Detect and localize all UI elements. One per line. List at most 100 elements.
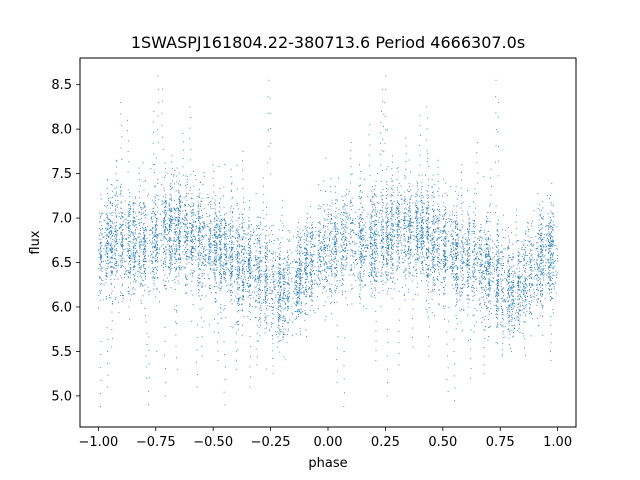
data-point <box>382 232 384 233</box>
data-point <box>409 229 411 231</box>
data-point <box>155 157 157 159</box>
data-point <box>330 313 332 315</box>
data-point <box>170 265 172 267</box>
data-point <box>169 226 171 228</box>
data-point <box>225 274 227 276</box>
data-point <box>362 224 364 226</box>
data-point <box>271 266 273 267</box>
data-point <box>383 263 385 265</box>
data-point <box>437 227 438 229</box>
data-point <box>175 261 177 263</box>
data-point <box>203 227 205 229</box>
data-point <box>387 278 389 280</box>
data-point <box>201 197 203 199</box>
data-point <box>310 293 312 295</box>
data-point <box>345 240 347 241</box>
data-point <box>128 204 130 206</box>
data-point <box>372 206 374 208</box>
data-point <box>497 285 499 286</box>
data-point <box>220 282 222 284</box>
data-point <box>278 325 280 326</box>
data-point <box>444 264 446 266</box>
data-point <box>129 267 131 268</box>
data-point <box>299 259 301 261</box>
data-point <box>457 284 459 286</box>
data-point <box>391 216 393 217</box>
data-point <box>329 186 331 187</box>
data-point <box>488 281 490 283</box>
data-point <box>305 329 307 331</box>
data-point <box>433 196 435 198</box>
data-point <box>487 265 489 267</box>
data-point <box>299 264 300 266</box>
data-point <box>334 284 336 286</box>
data-point <box>350 267 352 269</box>
data-point <box>454 190 456 192</box>
data-point <box>311 267 313 269</box>
data-point <box>432 244 434 246</box>
data-point <box>258 293 259 295</box>
data-point <box>500 265 502 267</box>
data-point <box>480 287 482 289</box>
data-point <box>340 251 342 253</box>
data-point <box>512 292 514 294</box>
data-point <box>178 219 180 221</box>
data-point <box>287 267 289 268</box>
data-point <box>134 230 136 232</box>
data-point <box>350 264 352 266</box>
data-point <box>110 238 112 240</box>
data-point <box>300 264 302 266</box>
data-point <box>229 231 231 233</box>
data-point <box>264 287 266 289</box>
data-point <box>344 247 346 249</box>
data-point <box>437 237 439 238</box>
data-point <box>432 208 434 210</box>
data-point <box>140 284 142 285</box>
data-point <box>443 239 444 241</box>
data-point <box>487 264 489 266</box>
data-point <box>220 275 222 277</box>
data-point <box>387 235 389 237</box>
data-point <box>509 308 510 310</box>
data-point <box>242 298 244 300</box>
data-point <box>296 276 298 278</box>
data-point <box>371 271 373 273</box>
data-point <box>320 223 321 225</box>
data-point <box>279 303 281 305</box>
data-point <box>140 244 142 246</box>
data-point <box>404 220 406 222</box>
data-point <box>503 265 505 266</box>
data-point <box>112 301 113 303</box>
data-point <box>502 237 504 239</box>
data-point <box>362 259 363 261</box>
data-point <box>456 246 458 247</box>
data-point <box>214 217 216 219</box>
data-point <box>259 317 261 319</box>
data-point <box>431 197 433 199</box>
data-point <box>509 305 511 307</box>
data-point <box>165 266 167 267</box>
data-point <box>457 300 458 302</box>
data-point <box>273 250 275 252</box>
data-point <box>311 221 313 223</box>
data-point <box>134 279 136 281</box>
data-point <box>271 289 273 291</box>
data-point <box>144 264 146 265</box>
data-point <box>442 287 444 288</box>
data-point <box>298 285 300 287</box>
data-point <box>247 261 249 262</box>
data-point <box>134 233 136 235</box>
data-point <box>502 326 504 328</box>
data-point <box>300 267 302 268</box>
data-point <box>403 271 405 273</box>
data-point <box>225 262 227 264</box>
data-point <box>120 192 121 194</box>
data-point <box>508 273 510 275</box>
data-point <box>502 288 504 289</box>
data-point <box>128 306 130 308</box>
data-point <box>171 268 173 270</box>
data-point <box>467 298 469 300</box>
data-point <box>451 266 453 268</box>
data-point <box>129 209 131 211</box>
data-point <box>134 212 136 214</box>
